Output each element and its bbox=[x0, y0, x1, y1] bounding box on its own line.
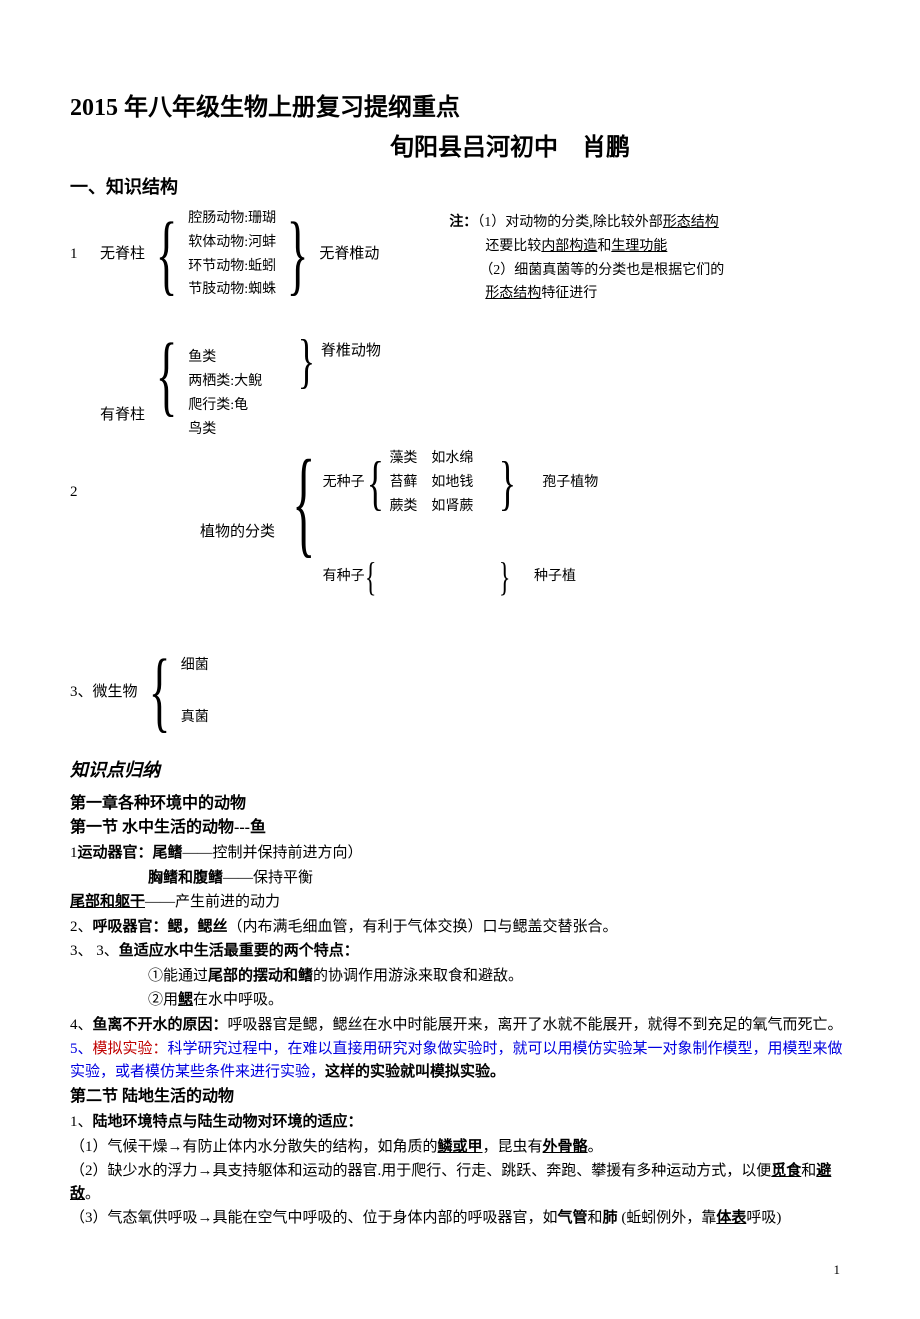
row1-label: 无脊柱 bbox=[100, 243, 145, 266]
page-number: 1 bbox=[70, 1260, 850, 1280]
diagram-row-3: 3、微生物 { 细菌 真菌 bbox=[70, 647, 850, 737]
vert-label: 有脊柱 bbox=[100, 404, 145, 427]
vert-right: 脊椎动物 bbox=[321, 340, 381, 363]
brace-right-1: } bbox=[287, 210, 309, 300]
p3-2: ②用鳃在水中呼吸。 bbox=[70, 989, 850, 1012]
p6-1: （1）气候干燥→有防止体内水分散失的结构，如角质的鳞或甲，昆虫有外骨骼。 bbox=[70, 1136, 850, 1159]
row1-right: 无脊椎动 bbox=[319, 243, 399, 266]
brace-plant: { bbox=[292, 442, 315, 562]
p4: 4、鱼离不开水的原因：呼吸器官是鳃，鳃丝在水中时能展开来，离开了水就不能展开，就… bbox=[70, 1014, 850, 1037]
p3-1: ①能通过尾部的摆动和鳍的协调作用游泳来取食和避敌。 bbox=[70, 965, 850, 988]
brace-right-vert: } bbox=[298, 331, 315, 391]
p1b: 胸鳍和腹鳍——保持平衡 bbox=[70, 867, 850, 890]
brace-left-1: { bbox=[156, 210, 178, 300]
p2: 2、呼吸器官：鳃，鳃丝（内布满毛细血管，有利于气体交换）口与鳃盖交替张合。 bbox=[70, 916, 850, 939]
title-sub: 旬阳县吕河初中 肖鹏 bbox=[170, 130, 850, 166]
seed-row: 有种子 { } 种子植 bbox=[323, 557, 599, 597]
noseed-row: 无种子 { 藻类 如水绵 苔藓 如地钱 蕨类 如肾蕨 } 孢子植物 bbox=[323, 447, 599, 518]
row1-num: 1 bbox=[70, 243, 100, 266]
row3-label: 3、微生物 bbox=[70, 681, 138, 704]
p5: 5、模拟实验：科学研究过程中，在难以直接用研究对象做实验时，就可以用模仿实验某一… bbox=[70, 1038, 850, 1083]
heading-points: 知识点归纳 bbox=[70, 757, 850, 784]
diagram-row-1: 1 无脊柱 { 腔肠动物:珊瑚 软体动物:河蚌 环节动物:蚯蚓 节肢动物:蜘蛛 … bbox=[70, 207, 850, 306]
row2-num: 2 bbox=[70, 481, 100, 504]
plant-label: 植物的分类 bbox=[200, 521, 275, 544]
row3-items: 细菌 真菌 bbox=[181, 647, 209, 737]
p1c: 尾部和躯干——产生前进的动力 bbox=[70, 891, 850, 914]
title-main: 2015 年八年级生物上册复习提纲重点 bbox=[70, 90, 850, 126]
brace-left-vert: { bbox=[156, 331, 178, 421]
note-box: 注：（1）对动物的分类,除比较外部形态结构 还要比较内部构造和生理功能 （2）细… bbox=[449, 211, 724, 306]
sec1-title: 第一节 水中生活的动物---鱼 bbox=[70, 816, 850, 840]
row1-items: 腔肠动物:珊瑚 软体动物:河蚌 环节动物:蚯蚓 节肢动物:蜘蛛 bbox=[188, 207, 276, 302]
p3: 3、 3、鱼适应水中生活最重要的两个特点： bbox=[70, 940, 850, 963]
p6: 1、陆地环境特点与陆生动物对环境的适应： bbox=[70, 1111, 850, 1134]
p6-2: （2）缺少水的浮力→具支持躯体和运动的器官.用于爬行、行走、跳跃、奔跑、攀援有多… bbox=[70, 1160, 850, 1205]
heading-structure: 一、知识结构 bbox=[70, 174, 850, 201]
ch1-title: 第一章各种环境中的动物 bbox=[70, 792, 850, 816]
p1a: 1运动器官：尾鳍——控制并保持前进方向） bbox=[70, 842, 850, 865]
brace-micro: { bbox=[148, 647, 170, 737]
sec2-title: 第二节 陆地生活的动物 bbox=[70, 1085, 850, 1109]
p6-3: （3）气态氧供呼吸→具能在空气中呼吸的、位于身体内部的呼吸器官，如气管和肺 (蚯… bbox=[70, 1207, 850, 1230]
diagram-row-2: 2 植物的分类 { 无种子 { 藻类 如水绵 苔藓 如地钱 蕨类 如肾蕨 } 孢… bbox=[70, 417, 850, 607]
